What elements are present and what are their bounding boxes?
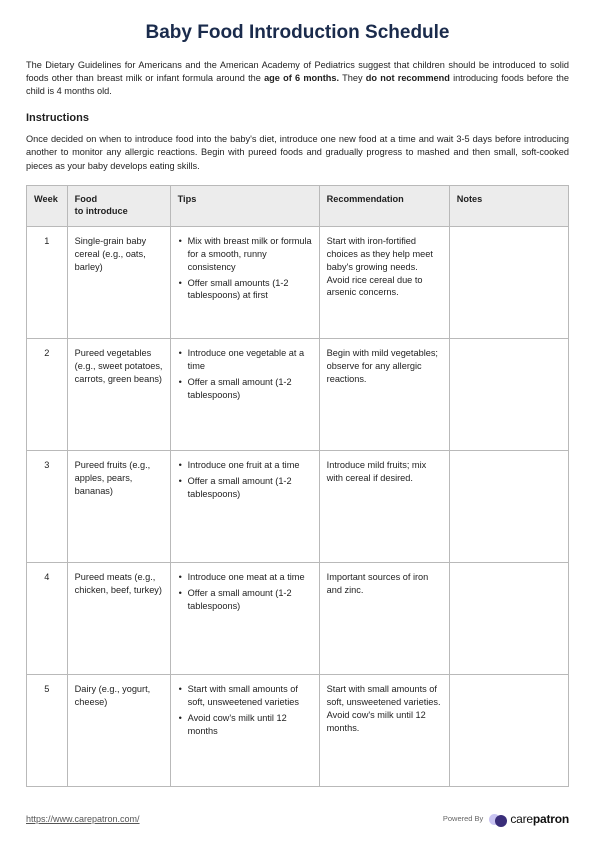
powered-by-label: Powered By bbox=[443, 814, 483, 825]
cell-food: Single-grain baby cereal (e.g., oats, ba… bbox=[67, 226, 170, 338]
footer: https://www.carepatron.com/ Powered By c… bbox=[26, 811, 569, 828]
cell-notes bbox=[449, 562, 568, 674]
table-row: 1Single-grain baby cereal (e.g., oats, b… bbox=[27, 226, 569, 338]
logo-text-bold: patron bbox=[533, 812, 569, 826]
logo-text-light: care bbox=[510, 812, 533, 826]
page-title: Baby Food Introduction Schedule bbox=[26, 20, 569, 47]
col-tips: Tips bbox=[170, 186, 319, 227]
tip-item: Introduce one vegetable at a time bbox=[178, 347, 312, 373]
cell-week: 3 bbox=[27, 450, 68, 562]
tip-item: Introduce one fruit at a time bbox=[178, 459, 312, 472]
cell-food: Pureed meats (e.g., chicken, beef, turke… bbox=[67, 562, 170, 674]
powered-by: Powered By carepatron bbox=[443, 811, 569, 828]
cell-recommendation: Introduce mild fruits; mix with cereal i… bbox=[319, 450, 449, 562]
intro-bold-age: age of 6 months. bbox=[264, 73, 339, 83]
tip-item: Mix with breast milk or formula for a sm… bbox=[178, 235, 312, 274]
instructions-body: Once decided on when to introduce food i… bbox=[26, 133, 569, 173]
cell-recommendation: Important sources of iron and zinc. bbox=[319, 562, 449, 674]
cell-notes bbox=[449, 674, 568, 786]
instructions-heading: Instructions bbox=[26, 111, 569, 126]
intro-paragraph: The Dietary Guidelines for Americans and… bbox=[26, 59, 569, 99]
tip-item: Offer a small amount (1-2 tablespoons) bbox=[178, 475, 312, 501]
intro-text: They bbox=[339, 73, 366, 83]
cell-week: 5 bbox=[27, 674, 68, 786]
col-rec: Recommendation bbox=[319, 186, 449, 227]
table-row: 2Pureed vegetables (e.g., sweet potatoes… bbox=[27, 338, 569, 450]
footer-url-link[interactable]: https://www.carepatron.com/ bbox=[26, 813, 140, 826]
cell-recommendation: Start with iron-fortified choices as the… bbox=[319, 226, 449, 338]
table-row: 3Pureed fruits (e.g., apples, pears, ban… bbox=[27, 450, 569, 562]
cell-week: 2 bbox=[27, 338, 68, 450]
intro-bold-donot: do not recommend bbox=[366, 73, 450, 83]
cell-notes bbox=[449, 226, 568, 338]
cell-week: 1 bbox=[27, 226, 68, 338]
col-notes: Notes bbox=[449, 186, 568, 227]
tip-item: Introduce one meat at a time bbox=[178, 571, 312, 584]
col-food-l1: Food bbox=[75, 194, 97, 204]
table-row: 4Pureed meats (e.g., chicken, beef, turk… bbox=[27, 562, 569, 674]
tip-item: Offer a small amount (1-2 tablespoons) bbox=[178, 587, 312, 613]
col-food-l2: to introduce bbox=[75, 206, 128, 216]
cell-notes bbox=[449, 338, 568, 450]
cell-recommendation: Start with small amounts of soft, unswee… bbox=[319, 674, 449, 786]
logo-text: carepatron bbox=[510, 811, 569, 828]
cell-tips: Introduce one vegetable at a time Offer a… bbox=[170, 338, 319, 450]
cell-tips: Mix with breast milk or formula for a sm… bbox=[170, 226, 319, 338]
col-week: Week bbox=[27, 186, 68, 227]
cell-tips: Introduce one fruit at a time Offer a sma… bbox=[170, 450, 319, 562]
cell-tips: Start with small amounts of soft, unswee… bbox=[170, 674, 319, 786]
cell-food: Dairy (e.g., yogurt, cheese) bbox=[67, 674, 170, 786]
cell-notes bbox=[449, 450, 568, 562]
tip-item: Start with small amounts of soft, unswee… bbox=[178, 683, 312, 709]
table-header-row: Week Food to introduce Tips Recommendati… bbox=[27, 186, 569, 227]
col-food: Food to introduce bbox=[67, 186, 170, 227]
logo-icon bbox=[489, 812, 507, 828]
carepatron-logo: carepatron bbox=[489, 811, 569, 828]
tip-item: Offer a small amount (1-2 tablespoons) bbox=[178, 376, 312, 402]
cell-food: Pureed fruits (e.g., apples, pears, bana… bbox=[67, 450, 170, 562]
tip-item: Offer small amounts (1-2 tablespoons) at… bbox=[178, 277, 312, 303]
table-row: 5Dairy (e.g., yogurt, cheese) Start with … bbox=[27, 674, 569, 786]
cell-week: 4 bbox=[27, 562, 68, 674]
cell-recommendation: Begin with mild vegetables; observe for … bbox=[319, 338, 449, 450]
tip-item: Avoid cow's milk until 12 months bbox=[178, 712, 312, 738]
cell-tips: Introduce one meat at a time Offer a smal… bbox=[170, 562, 319, 674]
schedule-table: Week Food to introduce Tips Recommendati… bbox=[26, 185, 569, 787]
cell-food: Pureed vegetables (e.g., sweet potatoes,… bbox=[67, 338, 170, 450]
